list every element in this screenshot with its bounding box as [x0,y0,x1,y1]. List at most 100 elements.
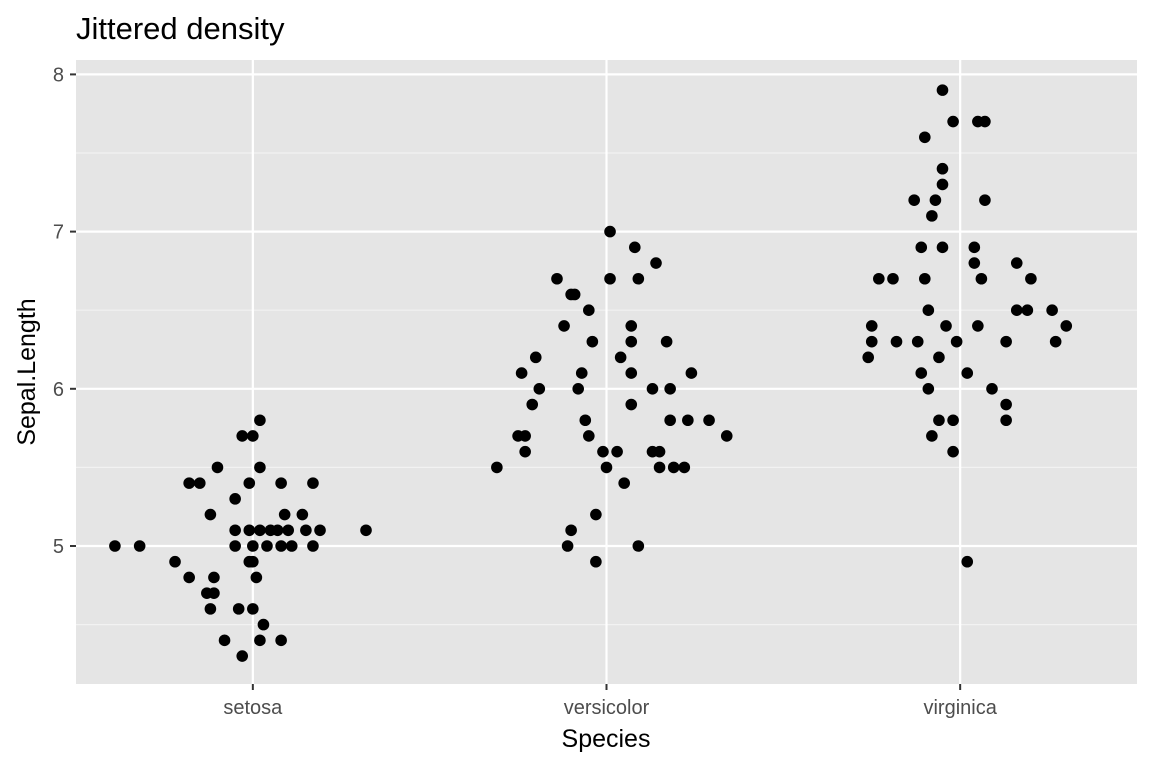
data-point [565,524,577,537]
data-point [296,508,309,521]
data-point [915,367,928,379]
data-point [667,461,680,474]
data-point [625,320,638,332]
data-point [968,257,981,269]
data-point [583,304,595,317]
data-point [979,194,991,206]
data-point [919,272,931,285]
data-point [979,115,991,128]
data-point [519,430,531,442]
y-tick-label: 8 [53,64,64,86]
data-point [611,445,623,458]
chart-title: Jittered density [76,11,285,46]
data-point [618,477,630,489]
data-point [590,555,602,568]
data-point [597,445,609,458]
data-point [491,461,503,474]
data-point [558,320,570,332]
data-point [947,115,959,128]
data-point [604,225,616,238]
data-point [1000,335,1012,348]
data-point [865,335,878,348]
data-point [1060,320,1073,332]
data-point [720,430,733,442]
data-point [936,241,949,254]
data-point [250,571,263,584]
data-point [1000,398,1012,411]
data-point [575,367,588,379]
data-point [211,461,224,474]
data-point [307,540,319,552]
data-point [625,335,638,348]
data-point [664,414,676,427]
data-point [529,351,542,364]
data-point [685,367,698,379]
y-tick-label: 5 [53,536,64,558]
data-point [986,383,998,395]
y-tick-label: 6 [53,379,64,401]
data-point [911,335,924,348]
data-point [360,524,372,537]
data-point [865,320,878,332]
data-point [278,508,291,521]
data-point [583,430,595,442]
data-point [204,603,217,615]
data-point [1025,272,1037,285]
points-layer [109,84,1073,662]
data-point [650,257,662,269]
data-point [109,540,121,552]
data-point [919,131,931,144]
data-point [1000,414,1012,427]
data-point [257,618,270,631]
data-point [236,650,249,662]
data-point [243,477,256,489]
data-point [625,367,638,379]
data-point [551,272,563,285]
data-point [915,241,928,254]
data-point [950,335,963,348]
data-point [254,461,266,474]
data-point [1021,304,1034,317]
data-point [653,445,666,458]
data-point [275,634,287,647]
data-point [307,477,319,489]
data-point [236,430,249,442]
data-point [208,587,220,599]
data-point [961,555,974,568]
data-point [568,288,581,301]
data-point [660,335,673,348]
data-point [908,194,920,206]
data-point [572,383,585,395]
data-point [678,461,691,474]
data-point [275,540,287,552]
data-point [653,461,666,474]
data-point [936,162,949,175]
data-point [933,414,945,427]
data-point [204,508,217,521]
data-point [961,367,974,379]
y-axis-title: Sepal.Length [13,298,41,445]
data-point [275,477,287,489]
data-point [926,430,938,442]
data-point [873,272,885,285]
data-point [1010,257,1023,269]
data-point [247,603,259,615]
data-point [229,524,241,537]
data-point [314,524,326,537]
data-point [926,210,938,222]
data-point [600,461,613,474]
y-axis: 5 6 7 8 [53,64,76,558]
data-point [929,194,942,206]
data-point [664,383,676,395]
data-point [285,540,298,552]
data-point [940,320,952,332]
data-point [579,414,592,427]
data-point [936,84,949,96]
data-point [232,603,245,615]
data-point [632,272,645,285]
data-point [254,634,266,647]
data-point [936,178,949,191]
data-point [218,634,231,647]
x-tick-label: versicolor [564,697,650,719]
data-point [625,398,638,411]
